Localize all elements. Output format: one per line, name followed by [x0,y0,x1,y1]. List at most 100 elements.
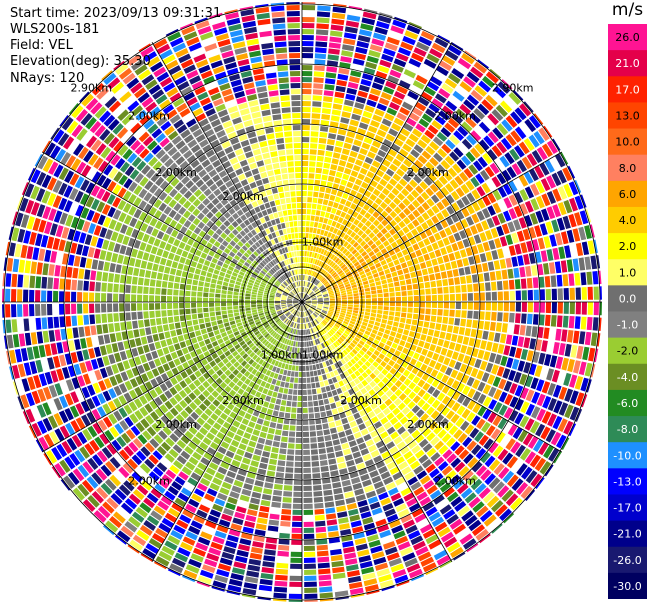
velocity-bin [350,318,357,322]
velocity-bin [327,232,332,238]
velocity-bin [8,242,16,257]
velocity-bin [511,256,518,267]
velocity-bin [324,495,334,502]
velocity-bin [119,293,125,302]
velocity-bin [259,286,265,290]
velocity-bin [115,332,122,342]
velocity-bin [384,232,392,239]
velocity-bin [459,249,467,258]
velocity-bin [127,475,139,487]
velocity-bin [538,276,545,288]
velocity-bin [202,422,212,431]
velocity-bin [441,208,450,218]
velocity-bin [286,461,294,467]
velocity-bin [159,383,168,392]
velocity-bin [364,419,373,428]
velocity-bin [126,321,133,330]
velocity-bin [314,259,318,265]
velocity-bin [356,254,363,261]
velocity-bin [491,302,497,311]
velocity-bin [353,355,360,362]
velocity-bin [34,154,43,167]
velocity-bin [459,81,473,93]
velocity-bin [450,369,459,379]
velocity-bin [385,183,394,191]
velocity-bin [387,320,393,326]
velocity-bin [229,347,236,354]
velocity-bin [335,140,344,148]
velocity-bin [222,357,229,365]
velocity-bin [342,332,349,338]
velocity-bin [149,310,155,318]
velocity-bin [317,369,322,376]
velocity-bin [295,304,300,309]
velocity-bin [307,289,312,295]
velocity-bin [369,380,377,388]
velocity-bin [298,317,301,323]
velocity-bin [400,546,413,557]
velocity-bin [127,193,137,204]
velocity-bin [315,363,320,370]
velocity-bin [459,171,469,182]
velocity-bin [121,265,128,275]
velocity-bin [501,323,508,333]
velocity-bin [385,80,397,90]
velocity-bin [402,226,410,234]
velocity-bin [254,281,260,286]
velocity-bin [365,305,371,309]
velocity-bin [244,261,250,268]
velocity-bin [219,328,226,334]
velocity-bin [305,233,309,239]
velocity-bin [291,309,296,314]
velocity-bin [193,467,204,477]
velocity-bin [380,91,392,101]
velocity-bin [217,563,232,572]
velocity-bin [584,362,593,377]
velocity-bin [308,179,314,185]
velocity-bin [318,323,323,329]
velocity-bin [513,371,522,384]
velocity-bin [139,269,146,277]
velocity-bin [307,275,311,281]
velocity-bin [316,293,322,297]
velocity-bin [527,302,533,313]
velocity-bin [326,519,338,526]
velocity-bin [318,137,327,144]
velocity-bin [302,89,312,95]
velocity-bin [32,217,41,232]
velocity-bin [308,329,311,335]
velocity-bin [485,341,493,351]
velocity-bin [438,444,449,455]
velocity-bin [511,232,519,244]
velocity-bin [430,369,439,378]
velocity-bin [133,239,141,249]
velocity-bin [420,334,427,341]
velocity-bin [288,295,294,298]
velocity-bin [487,149,498,161]
velocity-bin [328,310,334,314]
velocity-bin [333,414,340,421]
velocity-bin [290,308,295,312]
velocity-bin [407,296,413,302]
velocity-bin [312,473,321,479]
velocity-bin [348,401,356,409]
velocity-bin [176,439,187,449]
velocity-bin [444,78,458,89]
velocity-bin [230,357,237,365]
velocity-bin [199,569,214,579]
velocity-bin [20,348,29,362]
velocity-bin [319,242,325,248]
velocity-bin [236,506,247,514]
velocity-bin [214,530,227,539]
velocity-bin [317,298,323,301]
velocity-bin [136,231,145,241]
velocity-bin [118,466,130,479]
velocity-bin [357,375,365,382]
velocity-bin [156,348,164,357]
velocity-bin [115,264,122,274]
velocity-bin [239,295,245,299]
velocity-bin [555,232,563,246]
velocity-bin [196,581,210,588]
velocity-bin [417,276,424,283]
velocity-bin [284,310,290,315]
